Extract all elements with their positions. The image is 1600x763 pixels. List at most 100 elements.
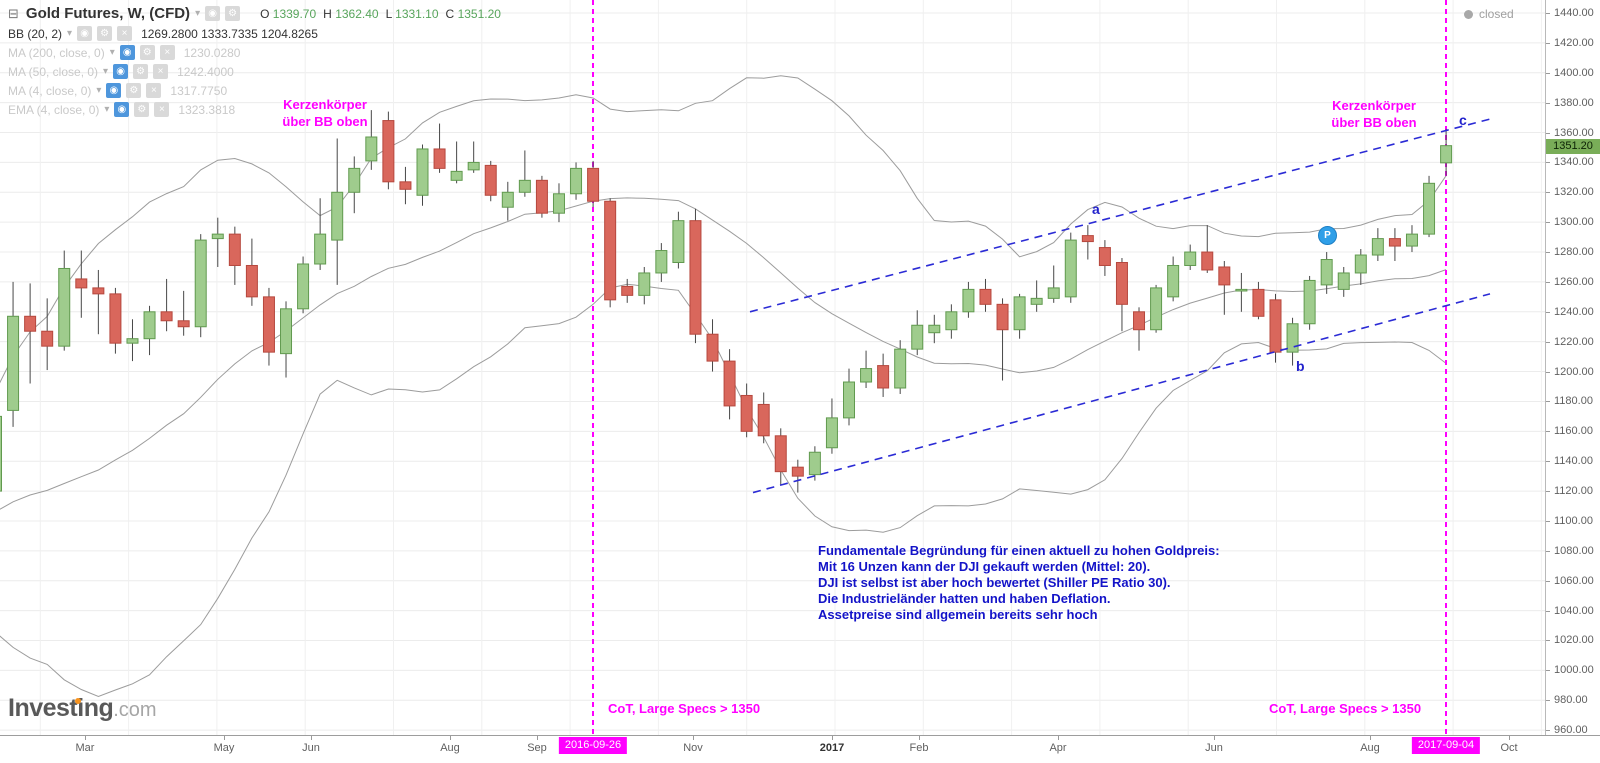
gear-icon[interactable]: ⚙ bbox=[97, 26, 113, 41]
y-axis-tick bbox=[1546, 13, 1550, 14]
eye-icon[interactable]: ◉ bbox=[77, 26, 93, 41]
low-value: 1331.10 bbox=[395, 6, 439, 21]
y-axis-label: 1220.00 bbox=[1554, 335, 1594, 348]
eye-icon[interactable]: ◉ bbox=[113, 64, 129, 79]
y-axis-label: 1040.00 bbox=[1554, 604, 1594, 617]
y-axis-tick bbox=[1546, 311, 1550, 313]
eye-icon[interactable]: ◉ bbox=[119, 45, 135, 60]
wave-label-c[interactable]: c bbox=[1459, 112, 1467, 128]
chevron-down-icon[interactable]: ▾ bbox=[103, 66, 109, 77]
close-icon[interactable]: × bbox=[159, 45, 175, 60]
bb-lower-band bbox=[0, 283, 1447, 698]
time-axis[interactable]: Mar May Jun Aug Sep Nov 2017 Feb Apr Jun Aug Oct 201… bbox=[0, 735, 1600, 763]
y-axis-label: 1420.00 bbox=[1554, 36, 1594, 49]
x-axis-tick bbox=[450, 736, 451, 740]
date-tag: 2017-09-04 bbox=[1411, 737, 1481, 754]
x-axis-tick bbox=[85, 736, 86, 740]
x-axis-label: Apr bbox=[1049, 742, 1067, 754]
trendline bbox=[752, 293, 1491, 494]
y-axis-label: 1360.00 bbox=[1554, 126, 1594, 139]
trendline bbox=[749, 118, 1491, 313]
bb-upper-band bbox=[0, 75, 1447, 384]
y-axis-tick bbox=[1546, 162, 1550, 164]
x-axis-label: Jun bbox=[302, 742, 320, 754]
x-axis-label: 2017 bbox=[819, 742, 845, 754]
chevron-down-icon[interactable]: ▾ bbox=[96, 85, 102, 96]
y-axis-tick bbox=[1546, 72, 1550, 74]
x-axis-tick bbox=[1509, 736, 1510, 740]
chevron-down-icon[interactable]: ▾ bbox=[109, 47, 115, 58]
wave-label-b[interactable]: b bbox=[1296, 358, 1305, 374]
x-axis-tick bbox=[832, 736, 833, 740]
indicator-row-ema4: EMA (4, close, 0) ▾ ◉ ⚙ × 1323.3818 bbox=[8, 102, 501, 117]
bb-note-left[interactable]: Kerzenkörper über BB oben bbox=[282, 97, 368, 129]
bb-basis-line bbox=[0, 197, 1447, 510]
cot-note-left[interactable]: CoT, Large Specs > 1350 bbox=[608, 701, 761, 716]
indicator-values: 1242.4000 bbox=[177, 64, 234, 79]
analysis-text-block[interactable]: Fundamentale Begründung für einen aktuel… bbox=[818, 543, 1220, 622]
indicator-row-ma4: MA (4, close, 0) ▾ ◉ ⚙ × 1317.7750 bbox=[8, 83, 501, 98]
candlestick-chart-svg[interactable] bbox=[0, 0, 1545, 735]
indicator-label[interactable]: MA (4, close, 0) bbox=[8, 83, 92, 98]
x-axis-tick bbox=[919, 736, 920, 740]
x-axis-label: Oct bbox=[1500, 742, 1518, 754]
indicator-label[interactable]: EMA (4, close, 0) bbox=[8, 102, 100, 117]
y-axis-label: 1120.00 bbox=[1554, 485, 1593, 498]
y-axis-tick bbox=[1546, 461, 1550, 463]
indicator-label[interactable]: BB (20, 2) bbox=[8, 26, 63, 41]
market-status-badge: closed bbox=[1464, 7, 1514, 21]
eye-icon[interactable]: ◉ bbox=[114, 102, 130, 117]
y-axis-tick bbox=[1546, 42, 1550, 44]
chevron-down-icon[interactable]: ▾ bbox=[67, 28, 73, 39]
eye-icon[interactable]: ◉ bbox=[205, 6, 221, 21]
symbol-title[interactable]: Gold Futures, W, (CFD) bbox=[25, 5, 191, 22]
date-tag: 2016-09-26 bbox=[558, 737, 628, 754]
price-axis[interactable]: 1440.00 1420.00 1400.00 1380.00 1360.00 1340.… bbox=[1545, 0, 1600, 736]
x-axis-label: Nov bbox=[683, 742, 703, 754]
bb-note-right[interactable]: Kerzenkörper über BB oben bbox=[1331, 98, 1417, 130]
x-axis-tick bbox=[1370, 736, 1371, 740]
x-axis-label: Aug bbox=[1360, 742, 1380, 754]
indicator-label[interactable]: MA (200, close, 0) bbox=[8, 45, 105, 60]
close-icon[interactable]: × bbox=[154, 102, 170, 117]
p-marker[interactable]: P bbox=[1318, 226, 1337, 245]
y-axis-tick bbox=[1546, 730, 1550, 732]
close-icon[interactable]: × bbox=[153, 64, 169, 79]
indicator-label[interactable]: MA (50, close, 0) bbox=[8, 64, 99, 79]
close-icon[interactable]: × bbox=[146, 83, 162, 98]
y-axis-label: 1320.00 bbox=[1554, 186, 1594, 199]
close-icon[interactable]: × bbox=[117, 26, 133, 41]
eye-icon[interactable]: ◉ bbox=[106, 83, 122, 98]
logo-orange-dot-icon bbox=[75, 698, 81, 704]
y-axis-tick bbox=[1546, 491, 1550, 493]
wave-label-a[interactable]: a bbox=[1092, 201, 1100, 217]
y-axis-tick bbox=[1546, 580, 1550, 582]
y-axis-tick bbox=[1546, 132, 1550, 134]
chevron-down-icon[interactable]: ▾ bbox=[104, 104, 110, 115]
y-axis-label: 1280.00 bbox=[1554, 246, 1594, 259]
chart-canvas[interactable] bbox=[0, 0, 1545, 735]
indicator-values: 1230.0280 bbox=[183, 45, 241, 60]
cot-note-right[interactable]: CoT, Large Specs > 1350 bbox=[1269, 701, 1422, 716]
legend-panel: ⊟ Gold Futures, W, (CFD) ▾ ◉ ⚙ O 1339.70… bbox=[8, 5, 501, 121]
gear-icon[interactable]: ⚙ bbox=[139, 45, 155, 60]
investing-logo: Investing.com bbox=[8, 694, 157, 722]
y-axis-label: 980.00 bbox=[1554, 694, 1588, 707]
bollinger-bands bbox=[0, 75, 1447, 698]
gear-icon[interactable]: ⚙ bbox=[126, 83, 142, 98]
y-axis-tick bbox=[1546, 371, 1550, 373]
close-value: 1351.20 bbox=[457, 6, 501, 21]
event-vlines bbox=[592, 0, 1447, 735]
y-axis-label: 1440.00 bbox=[1554, 7, 1594, 19]
indicator-values: 1317.7750 bbox=[170, 83, 228, 98]
candlestick-series bbox=[0, 110, 1453, 493]
gear-icon[interactable]: ⚙ bbox=[134, 102, 150, 117]
chevron-down-icon[interactable]: ▾ bbox=[195, 8, 201, 19]
y-axis-tick bbox=[1546, 610, 1550, 612]
current-price-tag: 1351.20 bbox=[1546, 138, 1600, 154]
y-axis-label: 1060.00 bbox=[1554, 574, 1594, 587]
gear-icon[interactable]: ⚙ bbox=[133, 64, 149, 79]
gear-icon[interactable]: ⚙ bbox=[225, 6, 241, 21]
collapse-icon[interactable]: ⊟ bbox=[8, 5, 19, 21]
y-axis-tick bbox=[1546, 281, 1550, 283]
